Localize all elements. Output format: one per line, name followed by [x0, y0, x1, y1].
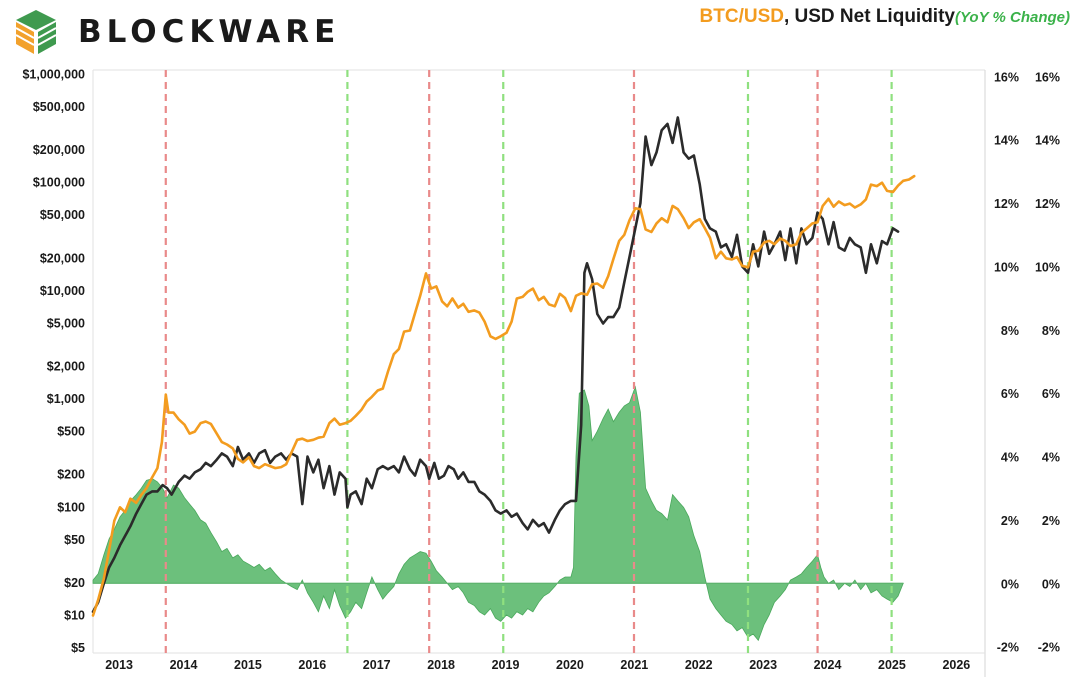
- header: BLOCKWARE BTC/USD, USD Net Liquidity(YoY…: [0, 0, 1080, 66]
- btc-price-line: [91, 174, 916, 617]
- x-axis-label-2025: 2025: [878, 658, 906, 672]
- right-axis-label: 4%: [1001, 451, 1019, 465]
- x-axis-label-2016: 2016: [298, 658, 326, 672]
- x-axis-label-2020: 2020: [556, 658, 584, 672]
- x-axis-label-2024: 2024: [814, 658, 842, 672]
- right-axis-label-outer: 16%: [1035, 70, 1060, 84]
- left-axis-label: $1,000,000: [22, 67, 85, 81]
- liquidity-yoy-area: [92, 385, 905, 642]
- right-axis-label: 16%: [994, 70, 1019, 84]
- right-axis-label: 2%: [1001, 514, 1019, 528]
- left-axis-label: $200,000: [33, 143, 85, 157]
- left-axis-label: $1,000: [47, 392, 85, 406]
- right-axis-label-outer: 2%: [1042, 514, 1060, 528]
- left-axis-label: $10: [64, 608, 85, 622]
- x-axis-label-2022: 2022: [685, 658, 713, 672]
- logo-cube-top: [16, 10, 56, 30]
- right-axis-label: 6%: [1001, 387, 1019, 401]
- right-axis-label: 14%: [994, 134, 1019, 148]
- left-axis-label: $5: [71, 641, 85, 655]
- x-axis-label-2019: 2019: [492, 658, 520, 672]
- brand-name: BLOCKWARE: [78, 14, 341, 50]
- right-axis-label-outer: -2%: [1038, 641, 1060, 655]
- liquidity-line: [91, 116, 900, 614]
- right-axis-label: 12%: [994, 197, 1019, 211]
- title-liquidity: , USD Net Liquidity: [783, 6, 955, 27]
- right-axis-label-outer: 4%: [1042, 451, 1060, 465]
- right-axis-label-outer: 8%: [1042, 324, 1060, 338]
- left-axis-label: $20: [64, 576, 85, 590]
- title-yoy: (YoY % Change): [954, 9, 1070, 26]
- x-axis-label-2018: 2018: [427, 658, 455, 672]
- left-axis-label: $5,000: [47, 316, 85, 330]
- right-axis-label: 10%: [994, 260, 1019, 274]
- right-axis-label: 8%: [1001, 324, 1019, 338]
- right-axis-label-outer: 6%: [1042, 387, 1060, 401]
- left-axis-label: $50,000: [40, 208, 85, 222]
- x-axis-label-2023: 2023: [749, 658, 777, 672]
- left-axis-label: $200: [57, 468, 85, 482]
- x-axis-label-2017: 2017: [363, 658, 391, 672]
- left-axis-label: $500: [57, 425, 85, 439]
- title-btc: BTC/USD: [699, 6, 784, 27]
- left-axis-label: $2,000: [47, 360, 85, 374]
- right-axis-label-outer: 12%: [1035, 197, 1060, 211]
- right-axis-label-outer: 14%: [1035, 134, 1060, 148]
- right-axis-label: 0%: [1001, 577, 1019, 591]
- right-axis-label-outer: 10%: [1035, 260, 1060, 274]
- left-axis-label: $100: [57, 500, 85, 514]
- left-axis-label: $500,000: [33, 100, 85, 114]
- right-axis-label: -2%: [997, 641, 1019, 655]
- x-axis-label-2026: 2026: [942, 658, 970, 672]
- x-axis-label-2015: 2015: [234, 658, 262, 672]
- right-axis-label-outer: 0%: [1042, 577, 1060, 591]
- left-axis-label: $20,000: [40, 251, 85, 265]
- x-axis-label-2014: 2014: [170, 658, 198, 672]
- left-axis-label: $50: [64, 533, 85, 547]
- left-axis-label: $10,000: [40, 284, 85, 298]
- chart-title: BTC/USD, USD Net Liquidity(YoY % Change): [700, 6, 1070, 28]
- x-axis-label-2013: 2013: [105, 658, 133, 672]
- x-axis-label-2021: 2021: [620, 658, 648, 672]
- blockware-logo-icon: [15, 10, 57, 54]
- left-axis-label: $100,000: [33, 176, 85, 190]
